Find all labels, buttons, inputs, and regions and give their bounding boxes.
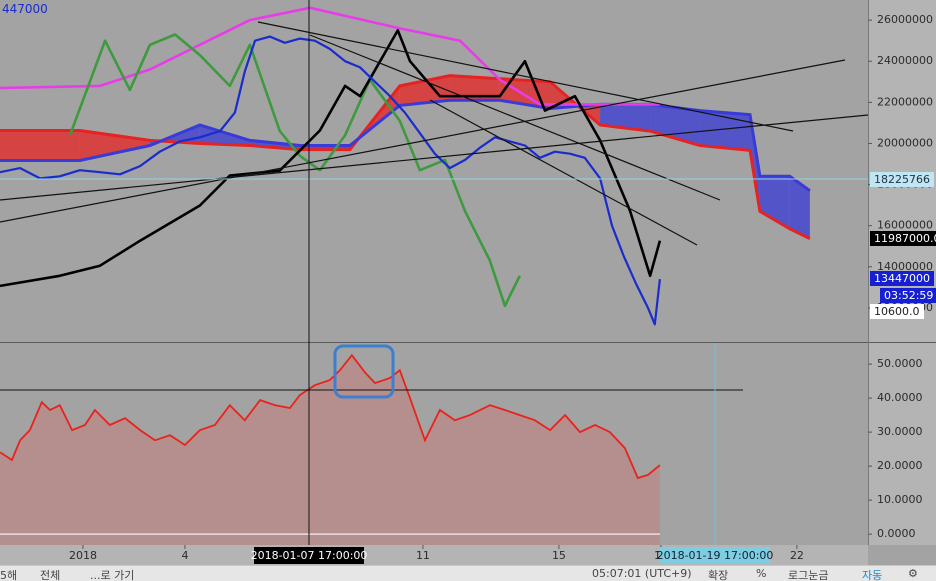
y-tick-label: 50.0000 — [877, 357, 923, 370]
indicator-line — [0, 353, 661, 480]
cloud-segment — [759, 176, 790, 229]
price-tag: 13447000 — [870, 271, 934, 286]
series-line — [0, 29, 662, 288]
settings-icon[interactable]: ⚙ — [908, 567, 918, 580]
y-tick-label: 20000000 — [877, 136, 933, 149]
y-tick-label: 20.0000 — [877, 459, 923, 472]
price-tag: 10600.0 — [870, 304, 924, 319]
y-tick-label: 30.0000 — [877, 425, 923, 438]
x-tick-label: 4 — [181, 549, 188, 562]
cloud-segment — [700, 110, 751, 151]
cloud-segment — [449, 75, 500, 101]
x-axis-background — [0, 545, 868, 565]
y-tick-label: 16000000 — [877, 219, 933, 232]
trendline — [309, 34, 721, 201]
crosshair-label-bg — [660, 547, 770, 564]
clock: 05:07:01 (UTC+9) — [592, 567, 692, 580]
y-tick-label: 24000000 — [877, 54, 933, 67]
cloud-segment — [399, 75, 450, 106]
toolbar-item[interactable]: 전체 — [40, 569, 61, 581]
price-tag: 18225766 — [870, 172, 934, 187]
crosshair-label: 2018-01-07 17:00:00 — [251, 549, 368, 562]
crosshair-label: 2018-01-19 17:00:00 — [657, 549, 774, 562]
y-tick-label: 14000000 — [877, 260, 933, 273]
x-tick-label: 22 — [790, 549, 804, 562]
cloud-segment — [650, 104, 701, 146]
series-line — [0, 35, 661, 326]
toolbar-item[interactable]: 5해 — [0, 569, 18, 581]
trendline — [257, 21, 794, 132]
price-readout: 447000 — [2, 2, 48, 16]
y-tick-label: 0.0000 — [877, 527, 916, 540]
toolbar-item[interactable]: ...로 가기 — [90, 569, 135, 581]
toolbar-item[interactable]: 확장 — [708, 569, 729, 581]
highlight-box — [333, 344, 395, 399]
x-tick-label: 11 — [416, 549, 430, 562]
layer: 2600000024000000220000002000000018000000… — [0, 6, 933, 562]
trendline — [429, 99, 698, 246]
toolbar-item[interactable]: 자동 — [862, 569, 883, 581]
trendlines — [0, 21, 869, 246]
chart: 2600000024000000220000002000000018000000… — [0, 0, 936, 565]
area-fill — [0, 355, 660, 545]
trendline — [0, 59, 846, 223]
y-tick-label: 26000000 — [877, 13, 933, 26]
y-tick-label: 40.0000 — [877, 391, 923, 404]
toolbar-item[interactable]: % — [756, 567, 767, 580]
cloud-span-a — [0, 74, 811, 240]
price-tag: 11987000.0 — [870, 231, 936, 246]
price-tag: 03:52:59 — [880, 288, 936, 303]
toolbar-item[interactable]: 로그눈금 — [788, 569, 829, 581]
x-tick-label: 2018 — [69, 549, 97, 562]
cloud-span-b — [0, 98, 811, 192]
toolbar: 5해 전체 ...로 가기 05:07:01 (UTC+9) 확장 % 로그눈금… — [0, 565, 936, 581]
cloud-segment — [600, 104, 651, 132]
trendline — [0, 114, 869, 201]
cloud-segment — [789, 176, 810, 239]
y-tick-label: 22000000 — [877, 95, 933, 108]
y-tick-label: 10.0000 — [877, 493, 923, 506]
x-tick-label: 15 — [552, 549, 566, 562]
cloud-segment — [0, 130, 80, 161]
crosshair-label-bg — [254, 547, 364, 564]
